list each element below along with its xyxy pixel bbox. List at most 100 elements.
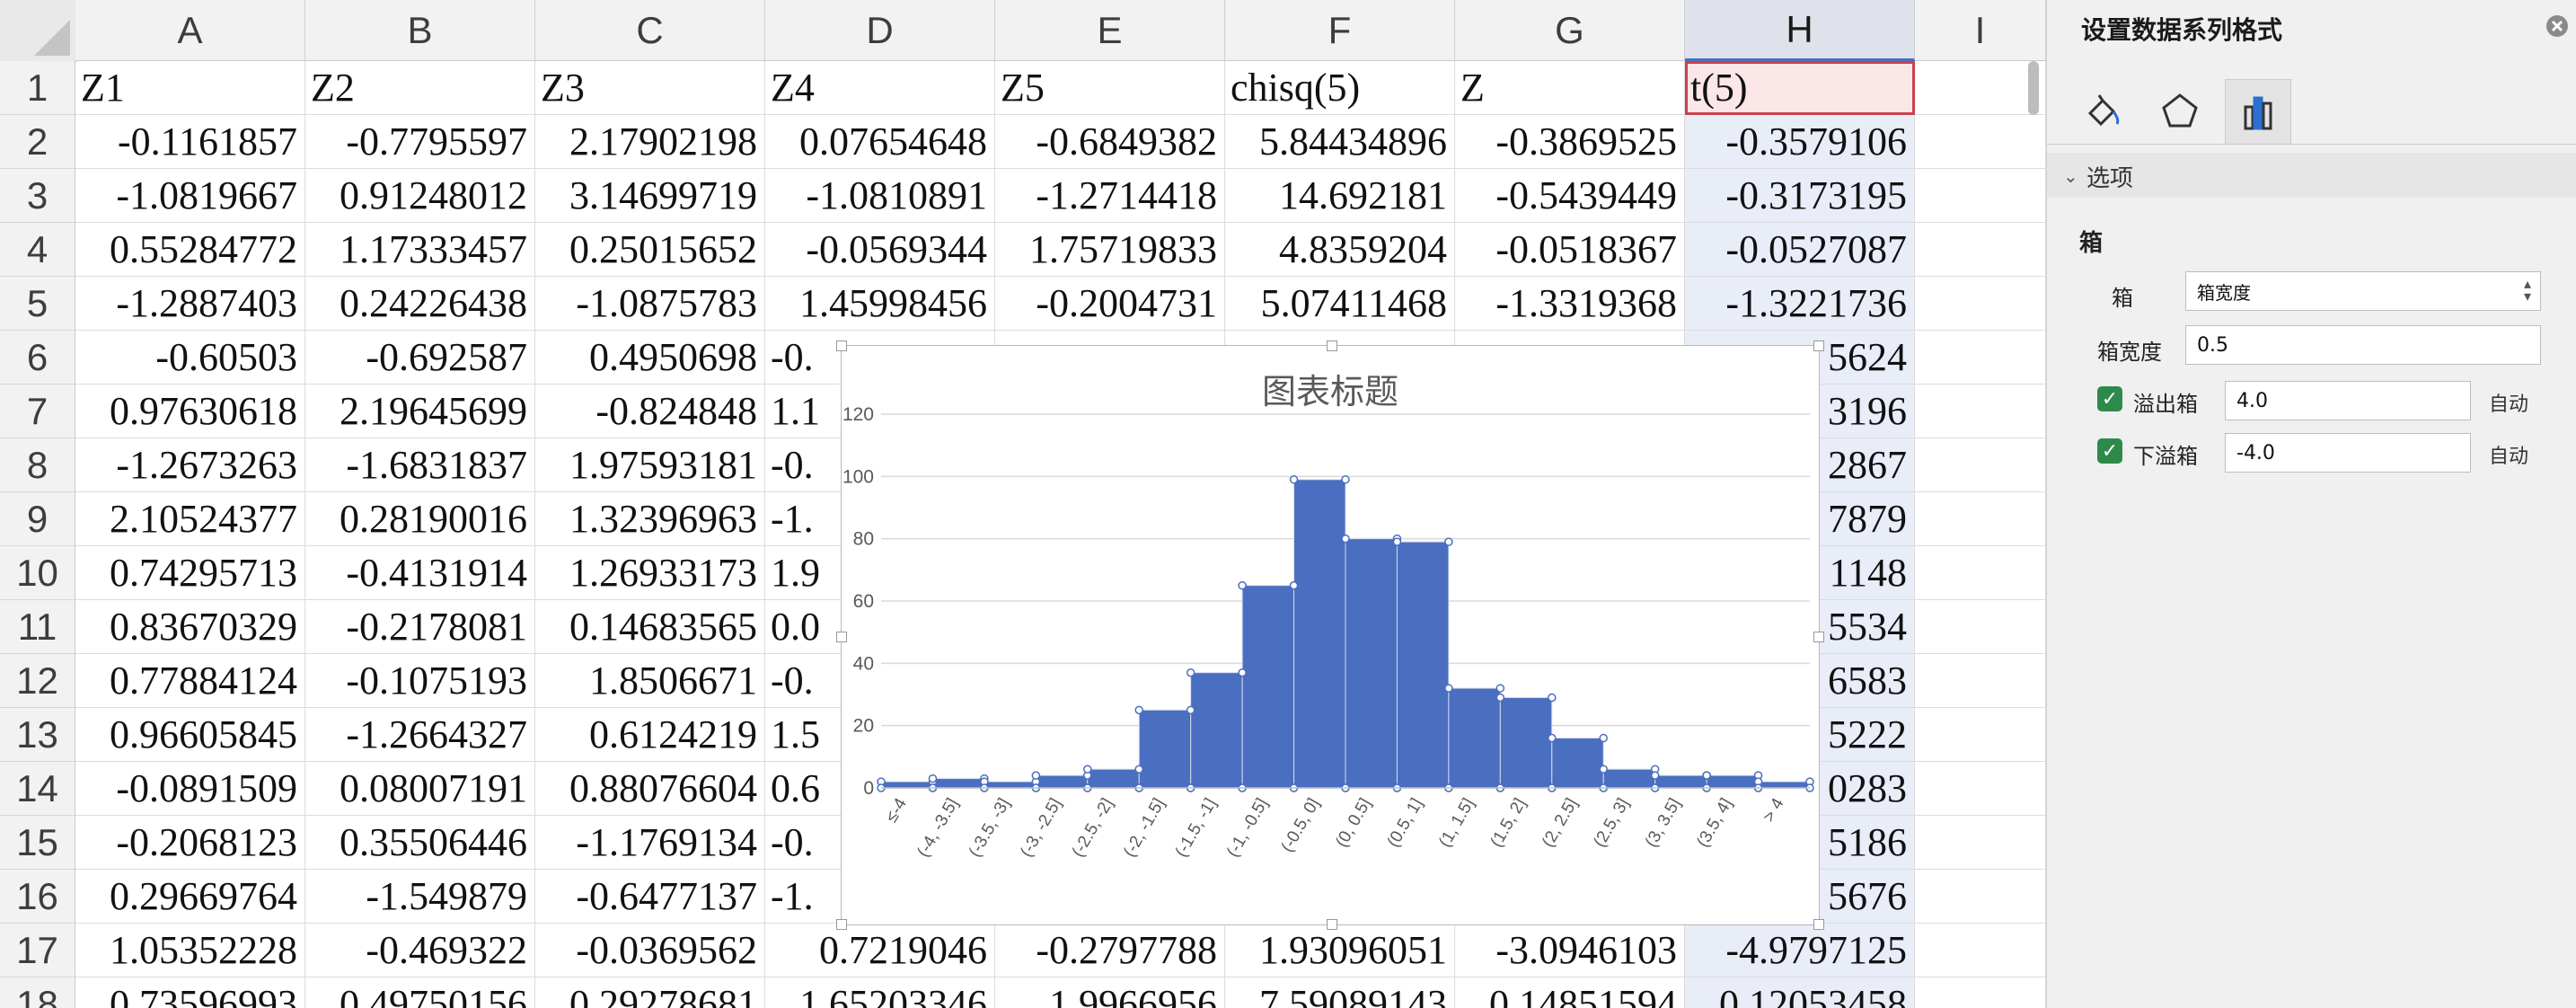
resize-handle[interactable]	[1327, 919, 1337, 930]
row-header[interactable]: 1	[0, 61, 75, 115]
row-header[interactable]: 5	[0, 277, 75, 331]
header-cell[interactable]: Z4	[765, 61, 995, 115]
row-header[interactable]: 6	[0, 331, 75, 385]
header-cell[interactable]: t(5)	[1685, 61, 1915, 115]
table-cell[interactable]: 1.93096051	[1225, 924, 1455, 977]
table-cell[interactable]: -0.2068123	[75, 816, 305, 870]
table-cell[interactable]	[1915, 654, 2046, 708]
table-cell[interactable]: 0.14851594	[1455, 977, 1685, 1008]
options-section-header[interactable]	[2047, 153, 2576, 198]
vertical-scrollbar-thumb[interactable]	[2028, 61, 2039, 115]
table-cell[interactable]: 0.88076604	[535, 762, 765, 816]
overflow-bin-input[interactable]: 4.0	[2225, 381, 2471, 420]
bin-width-input[interactable]: 0.5	[2185, 325, 2541, 365]
table-cell[interactable]: -0.5439449	[1455, 169, 1685, 223]
table-cell[interactable]: -1.6831837	[305, 438, 535, 492]
table-cell[interactable]: -0.3173195	[1685, 169, 1915, 223]
table-cell[interactable]: -0.3579106	[1685, 115, 1915, 169]
table-cell[interactable]: -0.0569344	[765, 223, 995, 277]
close-pane-icon[interactable]	[2544, 13, 2571, 40]
resize-handle[interactable]	[1813, 632, 1824, 642]
table-cell[interactable]: -1.2887403	[75, 277, 305, 331]
header-cell[interactable]: Z5	[995, 61, 1225, 115]
column-header-i[interactable]: I	[1915, 0, 2046, 61]
table-cell[interactable]: 0.29278681	[535, 977, 765, 1008]
overflow-bin-checkbox[interactable]: ✓	[2097, 386, 2122, 411]
row-header[interactable]: 10	[0, 546, 75, 600]
table-cell[interactable]	[1915, 385, 2046, 438]
table-cell[interactable]: 1.17333457	[305, 223, 535, 277]
table-cell[interactable]: 1.05352228	[75, 924, 305, 977]
table-cell[interactable]: 14.692181	[1225, 169, 1455, 223]
row-header[interactable]: 15	[0, 816, 75, 870]
table-cell[interactable]: -4.9797125	[1685, 924, 1915, 977]
resize-handle[interactable]	[836, 340, 847, 351]
table-cell[interactable]: 0.25015652	[535, 223, 765, 277]
row-header[interactable]: 2	[0, 115, 75, 169]
table-cell[interactable]: -0.0891509	[75, 762, 305, 816]
table-cell[interactable]: -0.469322	[305, 924, 535, 977]
table-cell[interactable]: -0.692587	[305, 331, 535, 385]
table-cell[interactable]: -0.0369562	[535, 924, 765, 977]
table-cell[interactable]: 7.59089143	[1225, 977, 1455, 1008]
row-header[interactable]: 11	[0, 600, 75, 654]
table-cell[interactable]: 0.35506446	[305, 816, 535, 870]
chevron-down-icon[interactable]: ⌄	[2063, 165, 2078, 187]
table-cell[interactable]	[1915, 546, 2046, 600]
table-cell[interactable]: 2.19645699	[305, 385, 535, 438]
table-cell[interactable]: -0.6849382	[995, 115, 1225, 169]
histogram-chart[interactable]: 图表标题 0 20 40 60 80 100 120 ≤-4 (-4, -3.5] (-3.5, …	[836, 340, 1824, 930]
header-cell[interactable]: chisq(5)	[1225, 61, 1455, 115]
row-header[interactable]: 3	[0, 169, 75, 223]
table-cell[interactable]: -0.6477137	[535, 870, 765, 924]
table-cell[interactable]	[1915, 762, 2046, 816]
table-cell[interactable]: -0.824848	[535, 385, 765, 438]
table-cell[interactable]: -0.0518367	[1455, 223, 1685, 277]
header-cell[interactable]: Z2	[305, 61, 535, 115]
table-cell[interactable]: -1.0819667	[75, 169, 305, 223]
table-cell[interactable]: -0.2797788	[995, 924, 1225, 977]
table-cell[interactable]: -3.0946103	[1455, 924, 1685, 977]
table-cell[interactable]: -0.2004731	[995, 277, 1225, 331]
row-header[interactable]: 8	[0, 438, 75, 492]
table-cell[interactable]: 0.07654648	[765, 115, 995, 169]
row-header[interactable]: 4	[0, 223, 75, 277]
table-cell[interactable]: -0.1075193	[305, 654, 535, 708]
header-cell[interactable]: Z1	[75, 61, 305, 115]
column-header-h[interactable]: H	[1685, 0, 1915, 61]
table-cell[interactable]: 0.14683565	[535, 600, 765, 654]
table-cell[interactable]: -1.1769134	[535, 816, 765, 870]
table-cell[interactable]: -1.0875783	[535, 277, 765, 331]
table-cell[interactable]: 0.73596993	[75, 977, 305, 1008]
table-cell[interactable]: -0.1161857	[75, 115, 305, 169]
table-cell[interactable]	[1915, 816, 2046, 870]
resize-handle[interactable]	[836, 632, 847, 642]
table-cell[interactable]	[1915, 169, 2046, 223]
column-header-b[interactable]: B	[305, 0, 535, 61]
table-cell[interactable]	[1915, 223, 2046, 277]
table-cell[interactable]: -1.2714418	[995, 169, 1225, 223]
column-header-f[interactable]: F	[1225, 0, 1455, 61]
table-cell[interactable]: -0.0527087	[1685, 223, 1915, 277]
table-cell[interactable]: 0.83670329	[75, 600, 305, 654]
row-header[interactable]: 12	[0, 654, 75, 708]
table-cell[interactable]: -0.4131914	[305, 546, 535, 600]
row-header[interactable]: 14	[0, 762, 75, 816]
table-cell[interactable]	[1915, 115, 2046, 169]
table-cell[interactable]: 0.28190016	[305, 492, 535, 546]
underflow-bin-checkbox[interactable]: ✓	[2097, 438, 2122, 464]
row-header[interactable]: 17	[0, 924, 75, 977]
table-cell[interactable]: 0.55284772	[75, 223, 305, 277]
table-cell[interactable]: -0.60503	[75, 331, 305, 385]
resize-handle[interactable]	[1813, 919, 1824, 930]
table-cell[interactable]: 0.6124219	[535, 708, 765, 762]
table-cell[interactable]	[1915, 870, 2046, 924]
table-cell[interactable]: -0.3869525	[1455, 115, 1685, 169]
table-cell[interactable]: 2.17902198	[535, 115, 765, 169]
table-cell[interactable]: 5.84434896	[1225, 115, 1455, 169]
table-cell[interactable]: 1.9966956	[995, 977, 1225, 1008]
table-cell[interactable]: 0.49750156	[305, 977, 535, 1008]
resize-handle[interactable]	[1813, 340, 1824, 351]
